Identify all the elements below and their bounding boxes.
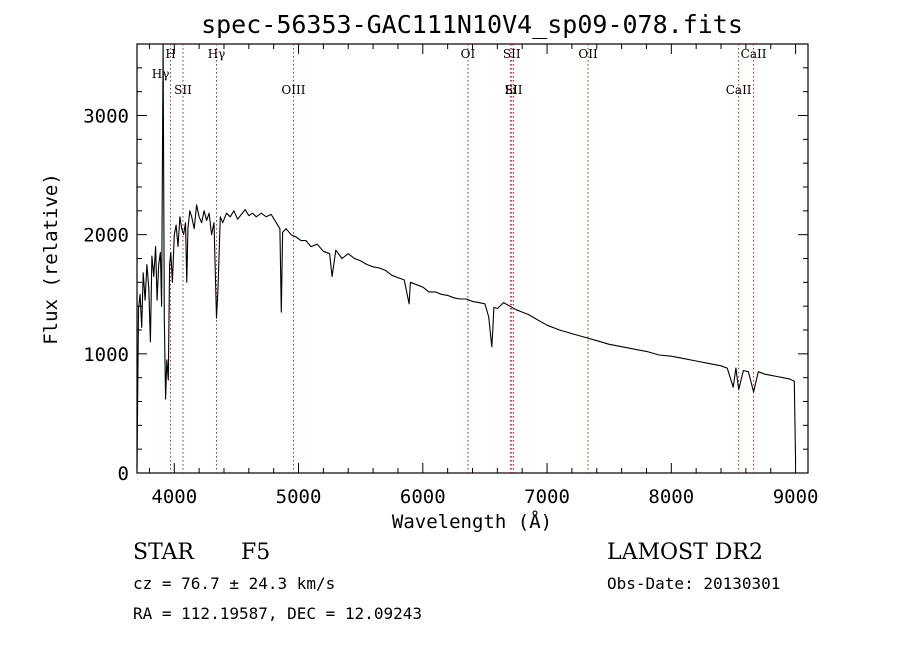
marker-label-1: SII [174,83,192,97]
marker-label-0: H [165,47,175,61]
x-tick-label-0: 4000 [151,486,197,508]
marker-label-4: OI [461,47,476,61]
marker-label-10: CaII [741,47,767,61]
y-axis-label: Flux (relative) [40,173,62,345]
x-tick-label-4: 8000 [648,486,694,508]
obs-date-text: Obs-Date: 20130301 [607,574,780,593]
y-tick-label-0: 0 [118,463,129,485]
spectrum-line-0 [136,43,797,470]
marker-label-2: Hγ [208,47,226,61]
x-axis-label: Wavelength (Å) [392,510,552,533]
y-tick-label-1: 1000 [83,344,129,366]
marker-label-5: Li [505,83,517,97]
y-axis-ticks: 0 1000 2000 3000 [83,67,808,485]
object-class: STAR [133,540,195,565]
redshift-text: cz = 76.7 ± 24.3 km/s [133,574,335,593]
x-axis-ticks: 4000 5000 6000 7000 8000 9000 [148,44,819,508]
chart-title: spec-56353-GAC111N10V4_sp09-078.fits [201,10,743,39]
marker-label-6: SII [503,47,521,61]
marker-label-8: OII [578,47,598,61]
coordinates-text: RA = 112.19587, DEC = 12.09243 [133,604,422,623]
spectrum-series [136,43,797,470]
x-tick-label-3: 7000 [524,486,570,508]
spectral-line-markers [170,44,755,473]
marker-label-3: OIII [281,83,305,97]
x-tick-label-5: 9000 [773,486,819,508]
x-tick-label-1: 5000 [276,486,322,508]
x-tick-label-2: 6000 [400,486,446,508]
marker-label-9: CaII [726,83,752,97]
object-subclass: F5 [241,540,270,565]
y-tick-label-2: 2000 [83,225,129,247]
y-tick-label-3: 3000 [83,106,129,128]
marker-label-7: SII [505,83,523,97]
survey-name: LAMOST DR2 [607,540,763,565]
extra-label-0: Hγ [152,67,170,81]
